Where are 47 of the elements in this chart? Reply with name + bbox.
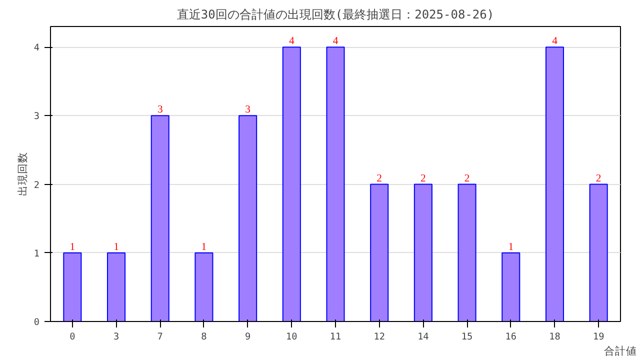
data-label: 4 bbox=[288, 36, 295, 48]
bar bbox=[194, 252, 214, 322]
bar bbox=[150, 115, 170, 322]
bar bbox=[63, 252, 82, 322]
x-tick-label: 15 bbox=[461, 332, 473, 342]
data-label: 1 bbox=[114, 242, 119, 253]
x-axis-title: 合計値 bbox=[604, 344, 637, 358]
y-tick-label: 1 bbox=[34, 248, 40, 260]
x-tick-label: 10 bbox=[286, 332, 298, 342]
x-tick-label: 7 bbox=[157, 332, 163, 342]
x-tick-label: 8 bbox=[201, 332, 208, 342]
data-label: 2 bbox=[420, 173, 426, 184]
bar bbox=[238, 115, 258, 322]
x-tick-label: 14 bbox=[418, 332, 430, 342]
data-label: 1 bbox=[70, 242, 76, 253]
y-tick-label: 0 bbox=[34, 317, 40, 328]
y-tick-label: 3 bbox=[34, 111, 40, 122]
bar bbox=[282, 46, 301, 322]
x-tick-label: 16 bbox=[505, 332, 517, 342]
x-tick-label: 19 bbox=[592, 332, 604, 342]
bar bbox=[545, 46, 564, 322]
data-label: 2 bbox=[376, 173, 382, 184]
data-label: 4 bbox=[552, 36, 558, 48]
chart-title: 直近30回の合計値の出現回数(最終抽選日：2025-08-26) bbox=[176, 8, 494, 22]
data-label: 4 bbox=[332, 36, 339, 48]
bar bbox=[414, 184, 432, 322]
x-tick-label: 11 bbox=[330, 332, 342, 342]
bar bbox=[326, 46, 345, 322]
x-tick-label: 9 bbox=[245, 332, 251, 342]
bar bbox=[589, 184, 608, 322]
bar bbox=[107, 252, 126, 322]
data-label: 2 bbox=[464, 173, 470, 184]
x-tick-label: 3 bbox=[113, 332, 120, 342]
y-tick-label: 2 bbox=[34, 180, 40, 191]
data-label: 1 bbox=[201, 242, 207, 253]
data-label: 3 bbox=[245, 104, 250, 116]
data-label: 2 bbox=[596, 173, 602, 184]
bar bbox=[458, 184, 476, 322]
y-tick-label: 4 bbox=[34, 42, 40, 54]
x-tick-label: 0 bbox=[70, 332, 76, 342]
data-label: 1 bbox=[508, 242, 514, 253]
bar bbox=[370, 184, 389, 322]
x-tick-label: 18 bbox=[549, 332, 561, 342]
data-label: 3 bbox=[157, 104, 163, 116]
x-tick-label: 12 bbox=[374, 332, 385, 342]
y-axis-title: 出現回数 bbox=[16, 152, 29, 196]
bar bbox=[502, 252, 520, 322]
